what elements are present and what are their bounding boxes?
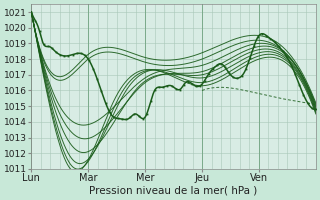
X-axis label: Pression niveau de la mer( hPa ): Pression niveau de la mer( hPa ) (90, 186, 258, 196)
